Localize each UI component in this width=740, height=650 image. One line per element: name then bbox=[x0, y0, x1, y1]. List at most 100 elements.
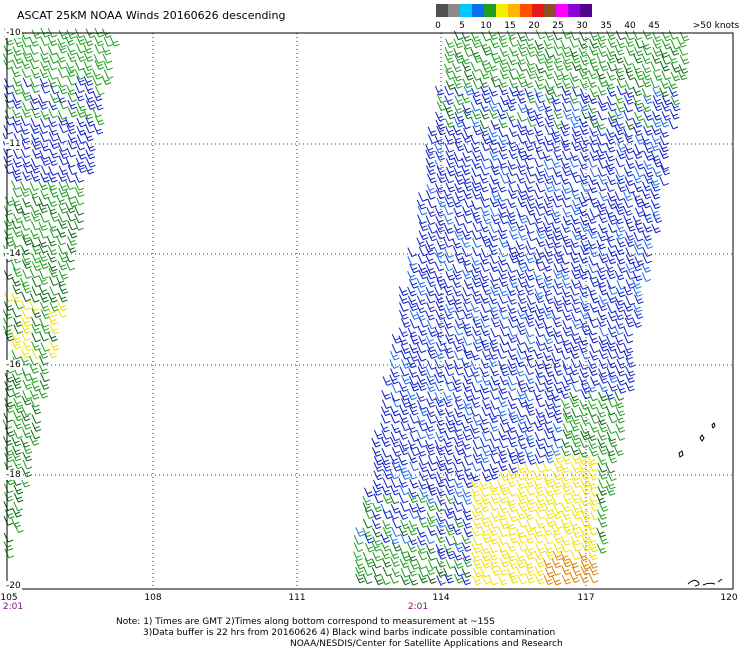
wind-barb bbox=[572, 87, 582, 97]
wind-barb bbox=[425, 429, 435, 440]
wind-barb bbox=[652, 39, 662, 49]
wind-barb bbox=[623, 167, 634, 177]
wind-barb bbox=[20, 85, 31, 95]
wind-barb bbox=[506, 134, 516, 145]
wind-barb bbox=[353, 535, 364, 545]
wind-barb bbox=[598, 445, 608, 456]
wind-barb bbox=[632, 63, 643, 74]
wind-barb bbox=[560, 463, 570, 473]
wind-barb bbox=[489, 422, 499, 432]
wind-barb bbox=[571, 205, 581, 216]
wind-barb bbox=[606, 367, 617, 378]
wind-barb bbox=[544, 517, 555, 528]
wind-barb bbox=[407, 525, 418, 536]
wind-barb bbox=[434, 367, 445, 378]
wind-barb bbox=[445, 422, 456, 433]
wind-barb bbox=[506, 61, 517, 72]
wind-barb bbox=[417, 438, 427, 448]
wind-barb bbox=[606, 238, 617, 248]
wind-barb bbox=[515, 357, 526, 368]
wind-barb bbox=[579, 318, 590, 329]
wind-barb bbox=[57, 301, 68, 312]
wind-barb bbox=[588, 461, 599, 472]
wind-barb bbox=[38, 197, 49, 207]
wind-barb bbox=[578, 455, 589, 465]
wind-barb bbox=[508, 247, 519, 258]
wind-barb bbox=[571, 61, 582, 72]
wind-barb bbox=[58, 155, 69, 166]
wind-barb bbox=[453, 462, 463, 473]
wind-barb bbox=[542, 526, 553, 536]
wind-barb bbox=[560, 389, 570, 400]
wind-barb bbox=[535, 54, 546, 65]
wind-barb bbox=[570, 245, 581, 256]
wind-barb bbox=[579, 310, 590, 320]
wind-barb bbox=[634, 167, 645, 178]
wind-barb bbox=[534, 71, 545, 82]
wind-barb bbox=[3, 156, 14, 167]
wind-barb bbox=[452, 133, 463, 144]
wind-barb bbox=[453, 158, 464, 169]
wind-barb bbox=[427, 126, 438, 137]
wind-barb bbox=[57, 260, 68, 271]
wind-barb bbox=[461, 343, 472, 354]
wind-barb bbox=[624, 176, 635, 186]
wind-barb bbox=[425, 245, 435, 256]
wind-barb bbox=[58, 187, 68, 198]
wind-barb bbox=[103, 37, 114, 47]
wind-barb bbox=[29, 94, 40, 104]
wind-barb bbox=[390, 485, 401, 496]
wind-barb bbox=[598, 61, 609, 72]
wind-barb bbox=[498, 85, 509, 96]
wind-barb bbox=[444, 407, 455, 418]
wind-barb bbox=[490, 77, 501, 88]
wind-barb bbox=[380, 406, 391, 417]
wind-barb bbox=[49, 188, 59, 198]
legend-label: 15 bbox=[504, 21, 516, 31]
wind-barb bbox=[74, 220, 84, 231]
wind-barb bbox=[31, 133, 41, 144]
wind-barb bbox=[542, 461, 553, 472]
wind-barb bbox=[39, 228, 49, 239]
wind-barb bbox=[399, 391, 410, 401]
wind-barb bbox=[551, 558, 562, 569]
wind-barb bbox=[553, 296, 564, 306]
wind-barb bbox=[578, 503, 589, 514]
wind-barb bbox=[525, 317, 535, 328]
wind-barb bbox=[606, 279, 616, 290]
wind-barb bbox=[454, 118, 464, 128]
wind-barb bbox=[615, 254, 626, 265]
wind-barb bbox=[490, 120, 501, 130]
wind-barb bbox=[74, 187, 85, 198]
wind-barb bbox=[535, 544, 546, 554]
wind-barb bbox=[31, 261, 42, 272]
wind-barb bbox=[606, 335, 616, 346]
wind-barb bbox=[597, 462, 608, 473]
wind-barb bbox=[659, 149, 669, 159]
wind-barb bbox=[535, 382, 545, 393]
wind-barb bbox=[597, 38, 607, 49]
wind-barb bbox=[516, 454, 526, 465]
wind-barb bbox=[11, 518, 21, 528]
wind-barb bbox=[535, 261, 546, 272]
wind-barb bbox=[490, 53, 501, 64]
wind-barb bbox=[364, 542, 375, 553]
wind-barb bbox=[462, 109, 473, 120]
wind-barb bbox=[542, 351, 553, 362]
wind-barb bbox=[616, 376, 626, 386]
wind-barb bbox=[607, 223, 618, 233]
wind-barb bbox=[427, 173, 437, 184]
wind-barb bbox=[516, 69, 526, 80]
wind-barb bbox=[416, 343, 427, 354]
wind-barb bbox=[444, 142, 455, 153]
wind-barb bbox=[363, 566, 373, 576]
wind-barb bbox=[400, 502, 410, 512]
wind-barb bbox=[434, 135, 445, 145]
wind-barb bbox=[462, 189, 473, 200]
wind-barb bbox=[517, 62, 528, 72]
wind-barb bbox=[480, 326, 491, 337]
wind-barb bbox=[524, 78, 534, 89]
wind-barb bbox=[488, 302, 499, 313]
wind-barb bbox=[462, 510, 473, 521]
wind-barb bbox=[488, 183, 499, 193]
